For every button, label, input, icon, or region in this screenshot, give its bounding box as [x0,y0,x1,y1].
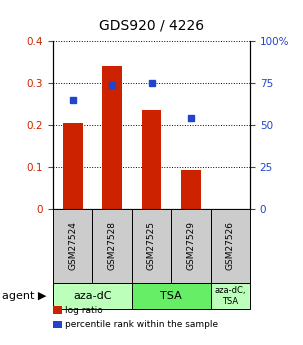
Bar [181,170,201,209]
Text: GSM27528: GSM27528 [108,221,117,270]
Bar [102,67,122,209]
Bar [63,123,82,209]
Text: log ratio: log ratio [65,306,102,315]
Bar [142,110,161,209]
Text: aza-dC: aza-dC [73,291,112,301]
Text: GSM27529: GSM27529 [186,221,195,270]
Text: percentile rank within the sample: percentile rank within the sample [65,321,218,329]
Text: TSA: TSA [160,291,182,301]
Text: GSM27524: GSM27524 [68,221,77,270]
Text: GSM27526: GSM27526 [226,221,235,270]
Text: GSM27525: GSM27525 [147,221,156,270]
Text: aza-dC,
TSA: aza-dC, TSA [215,286,246,306]
Text: agent ▶: agent ▶ [2,291,46,301]
Text: GDS920 / 4226: GDS920 / 4226 [99,19,204,33]
